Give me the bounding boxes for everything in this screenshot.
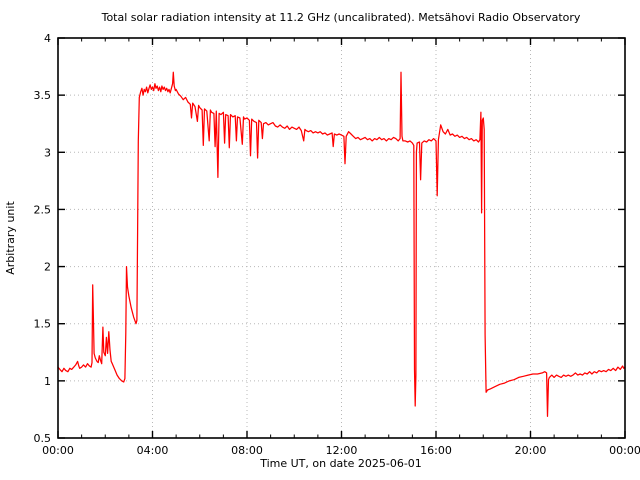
y-tick-label: 2.5: [34, 203, 52, 216]
x-tick-label: 00:00: [42, 444, 74, 457]
y-tick-label: 1.5: [34, 318, 52, 331]
data-series-line: [57, 71, 626, 417]
x-tick-label: 00:00: [609, 444, 640, 457]
axis-ticks: [57, 37, 626, 439]
y-tick-label: 1: [44, 375, 51, 388]
chart-title: Total solar radiation intensity at 11.2 …: [101, 11, 581, 24]
gridlines: [58, 38, 625, 438]
x-axis-label: Time UT, on date 2025-06-01: [259, 457, 422, 470]
y-tick-label: 3: [44, 146, 51, 159]
x-tick-label: 20:00: [515, 444, 547, 457]
x-tick-label: 08:00: [231, 444, 263, 457]
x-tick-label: 16:00: [420, 444, 452, 457]
axis-tick-labels: 0.5 1 1.5 2 2.5 3 3.5 4 00:00 04:00 08:00 12:00 16:0…: [34, 32, 640, 457]
y-axis-label: Arbitrary unit: [4, 201, 17, 275]
y-tick-label: 2: [44, 261, 51, 274]
x-tick-label: 04:00: [137, 444, 169, 457]
data-series-group: [57, 71, 626, 417]
y-tick-label: 3.5: [34, 89, 52, 102]
y-tick-label: 4: [44, 32, 51, 45]
y-tick-label: 0.5: [34, 432, 52, 445]
x-tick-label: 12:00: [326, 444, 358, 457]
